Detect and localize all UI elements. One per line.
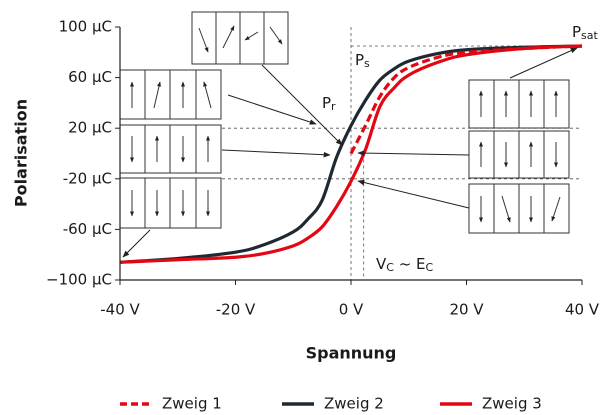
x-tick-label: -20 V (216, 301, 256, 319)
y-tick-label: 20 µC (68, 119, 112, 137)
y-axis-label: Polarisation (12, 99, 31, 207)
y-tick-label: 100 µC (59, 18, 112, 36)
legend-label: Zweig 2 (324, 395, 384, 413)
legend-label: Zweig 3 (482, 395, 542, 413)
annotation-vc: VC ~ EC (376, 255, 434, 275)
y-tick-label: −100 µC (46, 271, 112, 289)
x-tick-label: -40 V (100, 301, 140, 319)
x-axis-label: Spannung (306, 344, 397, 363)
x-tick-label: 40 V (565, 301, 600, 319)
y-tick-label: -60 µC (63, 220, 112, 238)
x-tick-label: 20 V (449, 301, 484, 319)
y-tick-label: -20 µC (63, 169, 112, 187)
y-tick-label: 60 µC (68, 68, 112, 86)
x-tick-label: 0 V (339, 301, 364, 319)
chart: Polarisation Spannung Pr Ps Psat VC ~ EC… (0, 0, 600, 415)
annotation-psat: Psat (572, 23, 599, 43)
legend-label: Zweig 1 (162, 395, 222, 413)
annotation-pr: Pr (322, 94, 336, 114)
domain-diagrams (120, 12, 569, 233)
annotation-ps: Ps (355, 51, 370, 71)
